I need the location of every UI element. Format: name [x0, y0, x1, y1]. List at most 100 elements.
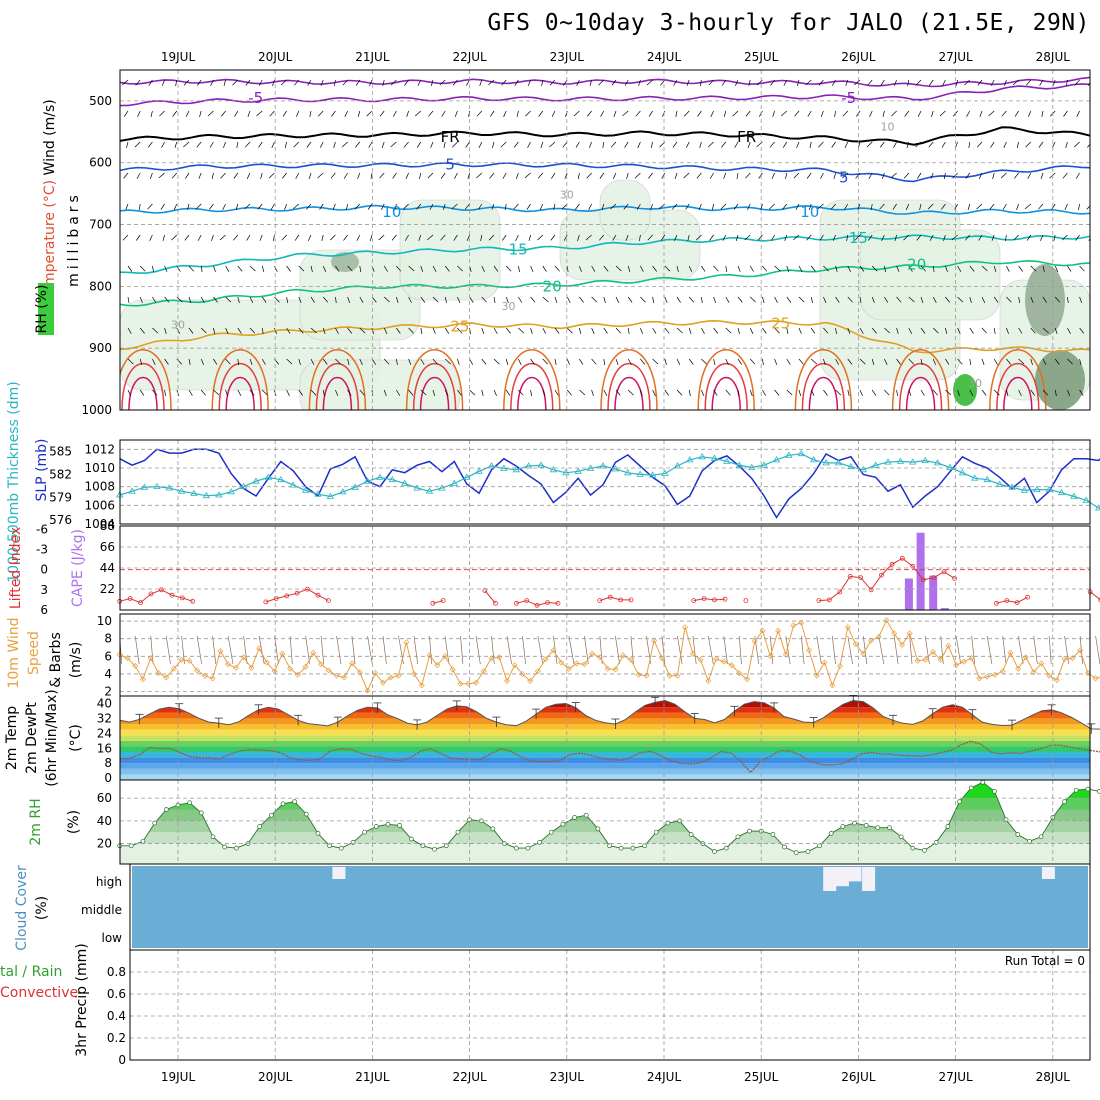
wind-barb — [793, 234, 800, 241]
thickness-point — [227, 488, 235, 495]
wind-barb — [749, 358, 756, 365]
wind-barb — [707, 141, 714, 148]
wind-barb — [440, 234, 446, 241]
wind-barb — [530, 358, 535, 365]
surface-isotherm — [600, 349, 658, 410]
chart-title: GFS 0~10day 3-hourly for JALO (21.5E, 29… — [487, 10, 1090, 36]
wind-barb — [710, 110, 714, 117]
temp-band — [120, 746, 1090, 752]
wind-barb — [747, 141, 751, 149]
wind-barb — [293, 141, 300, 148]
wind-speed-point — [403, 639, 410, 646]
wind-barb — [818, 141, 824, 148]
dewpoint-line — [119, 740, 1100, 774]
wind-barb — [309, 110, 312, 118]
wind-barb — [506, 635, 512, 665]
wind-barb — [444, 635, 450, 665]
wind-barb — [954, 203, 958, 210]
thickness-point — [574, 467, 582, 474]
wind-barb — [524, 172, 531, 179]
wind-barb — [762, 296, 765, 303]
cloud-gap — [835, 867, 849, 887]
wind-barb — [554, 389, 559, 396]
wind-barb — [685, 141, 690, 148]
wind-barb — [603, 296, 606, 303]
date-label-top: 24JUL — [647, 50, 682, 64]
wind-barb — [579, 327, 582, 334]
panel-frame-pr — [129, 949, 1091, 1061]
wind-barb — [286, 327, 291, 334]
wind-barb — [903, 234, 910, 241]
wind-barb — [920, 296, 924, 304]
wind-barb — [310, 296, 315, 303]
wind-speed-point — [263, 659, 270, 666]
wind-barb — [882, 110, 885, 117]
rh-point — [968, 785, 974, 791]
wind-barb — [701, 389, 705, 396]
wind-barb — [674, 172, 678, 180]
wind-barb — [652, 358, 659, 365]
wind-barb — [907, 79, 910, 87]
rh-point — [688, 832, 694, 837]
wind-barb — [357, 110, 361, 117]
rh-band — [120, 843, 1090, 864]
lifted-index-label: Lifted Index — [8, 527, 24, 609]
wind-speed-point — [813, 672, 820, 679]
wind-speed-point — [163, 674, 170, 681]
wind-barb — [871, 327, 877, 334]
wind-barb — [676, 265, 679, 272]
surface-isotherm — [218, 363, 262, 410]
wind-barb — [640, 265, 644, 272]
surface-isotherm — [891, 349, 950, 410]
wind-speed-point — [984, 673, 991, 680]
wind-barb — [429, 635, 432, 665]
surface-isotherm — [905, 377, 936, 410]
wind-barb — [1030, 358, 1033, 365]
thickness-point — [871, 461, 880, 468]
wind-barb — [383, 327, 388, 334]
wind-barb — [786, 296, 792, 303]
isotherm — [120, 83, 1090, 107]
wind-barb — [941, 141, 946, 148]
wind-barb — [334, 79, 336, 87]
wind-barb — [762, 265, 768, 272]
wind-barb — [835, 358, 840, 365]
rh-point — [560, 821, 566, 827]
rh-fill — [120, 782, 1090, 864]
wind-barb — [354, 203, 361, 210]
panel-frame-wind — [119, 613, 1091, 697]
wind-barb — [553, 635, 558, 665]
wind-barb — [396, 265, 402, 272]
wind-barb — [610, 203, 617, 210]
surface-isotherm — [128, 377, 158, 410]
rh-point — [840, 824, 846, 829]
wind-barb — [737, 389, 740, 397]
wind-barb — [549, 79, 556, 86]
wind-speed-point — [248, 664, 255, 671]
wind-barb — [200, 296, 205, 303]
wind-speed-point — [883, 617, 890, 624]
wind-barb — [672, 141, 678, 148]
wind-barb — [660, 234, 666, 241]
wind-speed-point — [465, 680, 472, 687]
wind-barb — [322, 296, 329, 303]
wind-barb — [991, 234, 995, 241]
lifted-index-line — [484, 590, 496, 604]
wind-barb — [993, 296, 999, 303]
wind-barb — [149, 172, 153, 180]
wind-barb — [127, 327, 132, 334]
wind-barb — [1092, 266, 1093, 272]
wind-barb — [881, 172, 885, 180]
wind-barb — [261, 265, 265, 272]
wind-barb — [701, 296, 703, 304]
wind-barb — [454, 110, 458, 117]
wind-barb — [420, 358, 425, 365]
wind-barb — [537, 234, 544, 241]
wind-barb — [538, 110, 544, 117]
wind-barb — [460, 635, 464, 665]
wind-barb — [924, 635, 930, 665]
wind-barb — [774, 327, 780, 334]
wind-barb — [615, 327, 622, 334]
wind-barb — [835, 296, 840, 303]
wind-barb — [347, 265, 353, 272]
